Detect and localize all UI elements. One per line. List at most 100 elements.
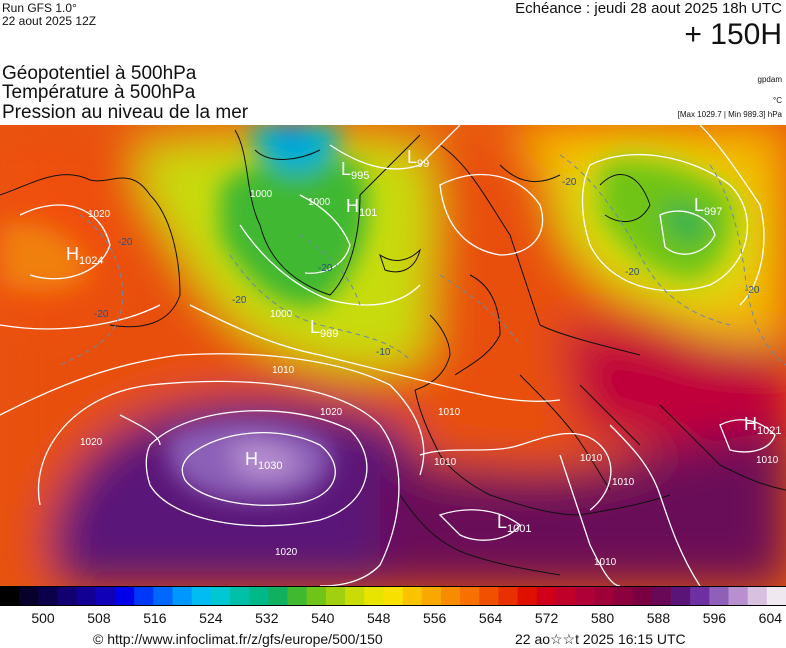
- color-scale-tick: 500: [31, 610, 55, 626]
- pressure-center-type: L: [341, 159, 351, 179]
- title-pressure: Pression au niveau de la mer: [2, 102, 249, 123]
- title-temperature: Température à 500hPa: [2, 82, 196, 103]
- pressure-center-value: 101: [359, 207, 377, 219]
- color-scale-swatch: [670, 587, 691, 605]
- isobar-label: 1010: [438, 407, 461, 418]
- isobar-label: 1000: [270, 309, 293, 320]
- isotherm-label: -20: [625, 267, 640, 278]
- pressure-center-low: L989: [310, 317, 338, 340]
- pressure-center-low: L1001: [497, 512, 532, 535]
- weather-map: H1024 L995 L99 H101 L997 L989 H1030 H1021 L1001 …: [0, 125, 786, 586]
- color-scale-swatch: [728, 587, 749, 605]
- isotherm-label: -10: [376, 347, 391, 358]
- color-scale-swatch: [479, 587, 500, 605]
- color-scale-swatch: [632, 587, 653, 605]
- pressure-center-value: 1021: [757, 425, 781, 437]
- pressure-center-value: 1001: [507, 523, 531, 535]
- run-date: 22 aout 2025 12Z: [2, 14, 97, 28]
- color-scale-swatch: [498, 587, 519, 605]
- pressure-center-type: H: [66, 244, 79, 264]
- isobar-label: 1020: [320, 407, 343, 418]
- isobar-label: 1010: [612, 477, 635, 488]
- color-scale-swatch: [76, 587, 97, 605]
- color-scale-swatch: [766, 587, 786, 605]
- pressure-center-type: L: [694, 195, 704, 215]
- valid-time-label: Echéance : jeudi 28 aout 2025 18h UTC: [515, 0, 782, 17]
- pressure-center-type: H: [744, 414, 757, 434]
- color-scale-tick: 524: [199, 610, 223, 626]
- pressure-center-high: H101: [346, 196, 377, 219]
- lead-time: + 150H: [684, 18, 782, 51]
- isotherms: [59, 154, 786, 366]
- color-scale-tick: 588: [646, 610, 671, 626]
- isobar-label: 1010: [594, 557, 617, 568]
- color-scale-swatch: [575, 587, 595, 605]
- color-scale-swatch: [440, 587, 461, 605]
- color-scale-swatch: [57, 587, 78, 605]
- pressure-center-type: L: [310, 317, 320, 337]
- color-scale-swatch: [172, 587, 193, 605]
- color-scale-swatch: [690, 587, 710, 605]
- pressure-center-type: L: [497, 512, 507, 532]
- pressure-center-value: 1030: [258, 460, 282, 472]
- isobar-label: 1020: [80, 437, 103, 448]
- color-scale-swatch: [555, 587, 576, 605]
- color-scale-swatch: [517, 587, 538, 605]
- color-scale-swatch: [38, 587, 59, 605]
- pressure-center-type: H: [346, 196, 359, 216]
- isobar-label: 1010: [272, 365, 295, 376]
- isobar-label: 1010: [756, 455, 779, 466]
- color-scale-tick: 508: [87, 610, 111, 626]
- pressure-center-low: L995: [341, 159, 369, 182]
- isotherm-labels: -20 -20 -20 -20 -10 -20 -20 -20: [94, 177, 760, 358]
- isotherm-label: -20: [745, 285, 760, 296]
- color-scale-swatch: [460, 587, 480, 605]
- color-scale-swatch: [134, 587, 154, 605]
- color-scale-tick: 596: [702, 610, 727, 626]
- color-scale-tick: 516: [143, 610, 167, 626]
- color-scale-swatch: [402, 587, 423, 605]
- color-scale-tick: 540: [311, 610, 335, 626]
- unit-geopotential: gpdam: [757, 75, 782, 84]
- title-geopotential: Géopotentiel à 500hPa: [2, 63, 197, 84]
- isobar-label: 1010: [580, 453, 603, 464]
- color-scale-swatch: [325, 587, 346, 605]
- color-scale-ticks: 500 508 516 524 532 540 548 556 564 572 580 588 596 6…: [0, 610, 786, 626]
- isotherm-label: -20: [562, 177, 577, 188]
- color-scale-swatch: [0, 587, 20, 605]
- color-scale-swatch: [709, 587, 730, 605]
- color-scale-swatch: [153, 587, 174, 605]
- isotherm-label: -20: [232, 295, 247, 306]
- pressure-center-high: H1030: [245, 449, 282, 472]
- color-scale-swatch: [421, 587, 442, 605]
- color-scale-tick: 556: [422, 610, 447, 626]
- pressure-center-type: L: [407, 147, 417, 167]
- pressure-center-value: 989: [320, 328, 338, 340]
- isobar-label: 1010: [434, 457, 457, 468]
- color-scale-tick: 532: [255, 610, 279, 626]
- color-scale-tick: 548: [367, 610, 391, 626]
- coastlines: [0, 129, 786, 576]
- isobar-label: 1000: [250, 189, 273, 200]
- color-scale-swatch: [383, 587, 404, 605]
- color-scale-swatch: [19, 587, 39, 605]
- color-scale-swatch: [364, 587, 385, 605]
- isobar-label: 1020: [275, 547, 298, 558]
- color-scale-swatch: [249, 587, 269, 605]
- color-scale-swatch: [651, 587, 672, 605]
- color-scale-tick: 604: [758, 610, 783, 626]
- color-scale-swatch: [536, 587, 557, 605]
- run-label: Run GFS 1.0°: [2, 1, 77, 15]
- color-scale-swatch: [230, 587, 250, 605]
- color-scale-swatch: [191, 587, 212, 605]
- color-scale-swatch: [210, 587, 231, 605]
- color-scale-bar: [0, 586, 786, 606]
- generation-timestamp: 22 ao☆☆t 2025 16:15 UTC: [515, 631, 686, 647]
- color-scale-swatch: [594, 587, 615, 605]
- color-scale-swatch: [95, 587, 116, 605]
- color-scale-tick: 572: [534, 610, 559, 626]
- color-scale-swatch: [287, 587, 308, 605]
- unit-temperature: °C: [773, 96, 782, 105]
- isotherm-label: -20: [94, 309, 109, 320]
